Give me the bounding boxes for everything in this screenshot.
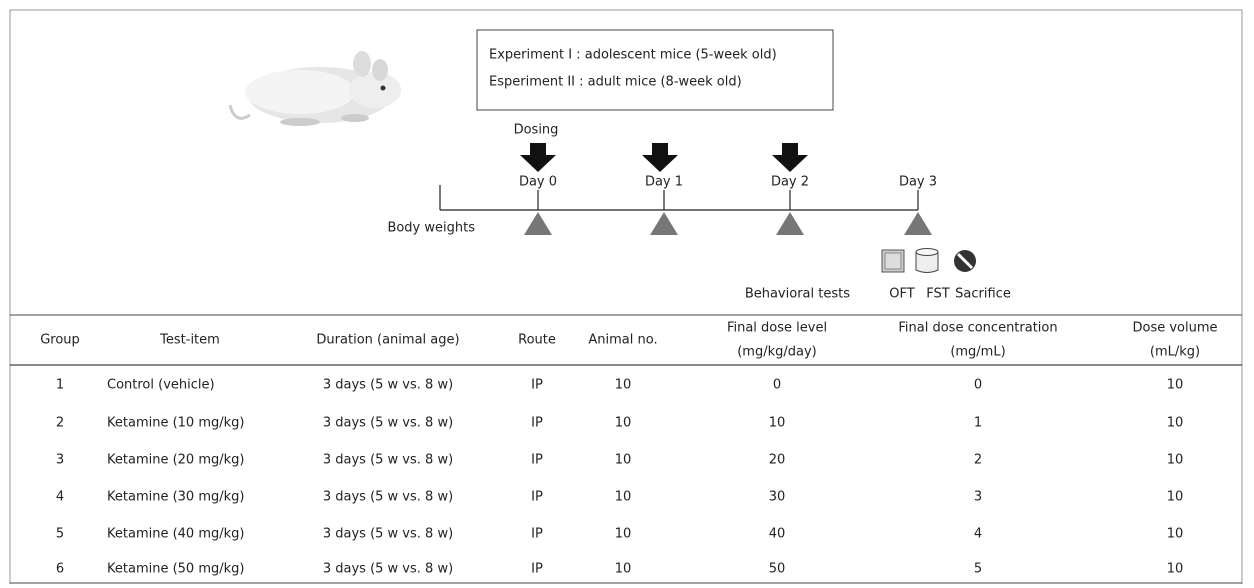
day-label: Day 1 (645, 175, 683, 190)
table-cell: 10 (769, 416, 786, 431)
table-cell: 3 days (5 w vs. 8 w) (323, 562, 453, 577)
table-cell: 2 (56, 416, 64, 431)
table-cell: 10 (615, 453, 632, 468)
column-header: Animal no. (588, 333, 657, 348)
table-cell: IP (531, 490, 543, 505)
behavioral-tests-label: Behavioral tests (745, 287, 850, 302)
day-label: Day 0 (519, 175, 557, 190)
table-cell: 10 (1167, 527, 1184, 542)
table-cell: 10 (615, 527, 632, 542)
table-cell: 3 days (5 w vs. 8 w) (323, 453, 453, 468)
column-header: Final dose concentration (898, 321, 1057, 336)
table-cell: 3 days (5 w vs. 8 w) (323, 378, 453, 393)
table-cell: 1 (56, 378, 64, 393)
table-cell: IP (531, 562, 543, 577)
table-cell: 3 (56, 453, 64, 468)
table-cell: IP (531, 527, 543, 542)
table-cell: 10 (1167, 490, 1184, 505)
column-header: Test-item (159, 333, 220, 348)
table-cell: 10 (615, 490, 632, 505)
texts: Experiment I : adolescent mice (5-week o… (40, 48, 1217, 577)
table-cell: 10 (1167, 562, 1184, 577)
table-cell: Ketamine (20 mg/kg) (107, 453, 244, 468)
table-cell: 6 (56, 562, 64, 577)
table-cell: 10 (615, 416, 632, 431)
table-cell: 20 (769, 453, 786, 468)
column-header: Duration (animal age) (316, 333, 459, 348)
table-cell: IP (531, 378, 543, 393)
table-cell: 5 (56, 527, 64, 542)
table-cell: 3 days (5 w vs. 8 w) (323, 416, 453, 431)
column-header: Dose volume (1132, 321, 1217, 336)
column-header: (mg/mL) (950, 345, 1005, 360)
icon-label: FST (926, 287, 950, 302)
dosing-arrows (520, 143, 808, 172)
figure: Experiment I : adolescent mice (5-week o… (0, 0, 1254, 584)
table-cell: 3 days (5 w vs. 8 w) (323, 490, 453, 505)
day-label: Day 3 (899, 175, 937, 190)
column-header: (mg/kg/day) (737, 345, 817, 360)
experiment-box (477, 30, 833, 110)
body-weights-label: Body weights (387, 221, 475, 236)
column-header: Group (40, 333, 80, 348)
table-cell: Ketamine (50 mg/kg) (107, 562, 244, 577)
table-cell: 40 (769, 527, 786, 542)
experiment-label: Esperiment II : adult mice (8-week old) (489, 75, 742, 90)
mouse-illustration (230, 51, 401, 126)
table-cell: 3 days (5 w vs. 8 w) (323, 527, 453, 542)
table-cell: 0 (773, 378, 781, 393)
table-cell: 50 (769, 562, 786, 577)
table-cell: 4 (56, 490, 64, 505)
table-cell: 10 (1167, 378, 1184, 393)
table-cell: 10 (615, 562, 632, 577)
table-rules (10, 315, 1242, 583)
table-cell: 10 (615, 378, 632, 393)
table-cell: 1 (974, 416, 982, 431)
column-header: (mL/kg) (1150, 345, 1200, 360)
table-cell: 0 (974, 378, 982, 393)
dosing-label: Dosing (514, 123, 559, 138)
table-cell: 30 (769, 490, 786, 505)
table-cell: IP (531, 453, 543, 468)
column-header: Route (518, 333, 556, 348)
table-cell: 2 (974, 453, 982, 468)
table-cell: 10 (1167, 416, 1184, 431)
column-header: Final dose level (727, 321, 827, 336)
table-cell: Ketamine (10 mg/kg) (107, 416, 244, 431)
experiment-label: Experiment I : adolescent mice (5-week o… (489, 48, 777, 63)
body-weight-markers (524, 212, 932, 235)
icon-label: Sacrifice (955, 287, 1011, 302)
table-cell: 10 (1167, 453, 1184, 468)
test-icons (882, 249, 976, 273)
table-cell: Ketamine (40 mg/kg) (107, 527, 244, 542)
day-label: Day 2 (771, 175, 809, 190)
table-cell: Control (vehicle) (107, 378, 215, 393)
table-cell: Ketamine (30 mg/kg) (107, 490, 244, 505)
table-cell: 4 (974, 527, 982, 542)
table-cell: 3 (974, 490, 982, 505)
table-cell: IP (531, 416, 543, 431)
table-cell: 5 (974, 562, 982, 577)
icon-label: OFT (889, 287, 914, 302)
